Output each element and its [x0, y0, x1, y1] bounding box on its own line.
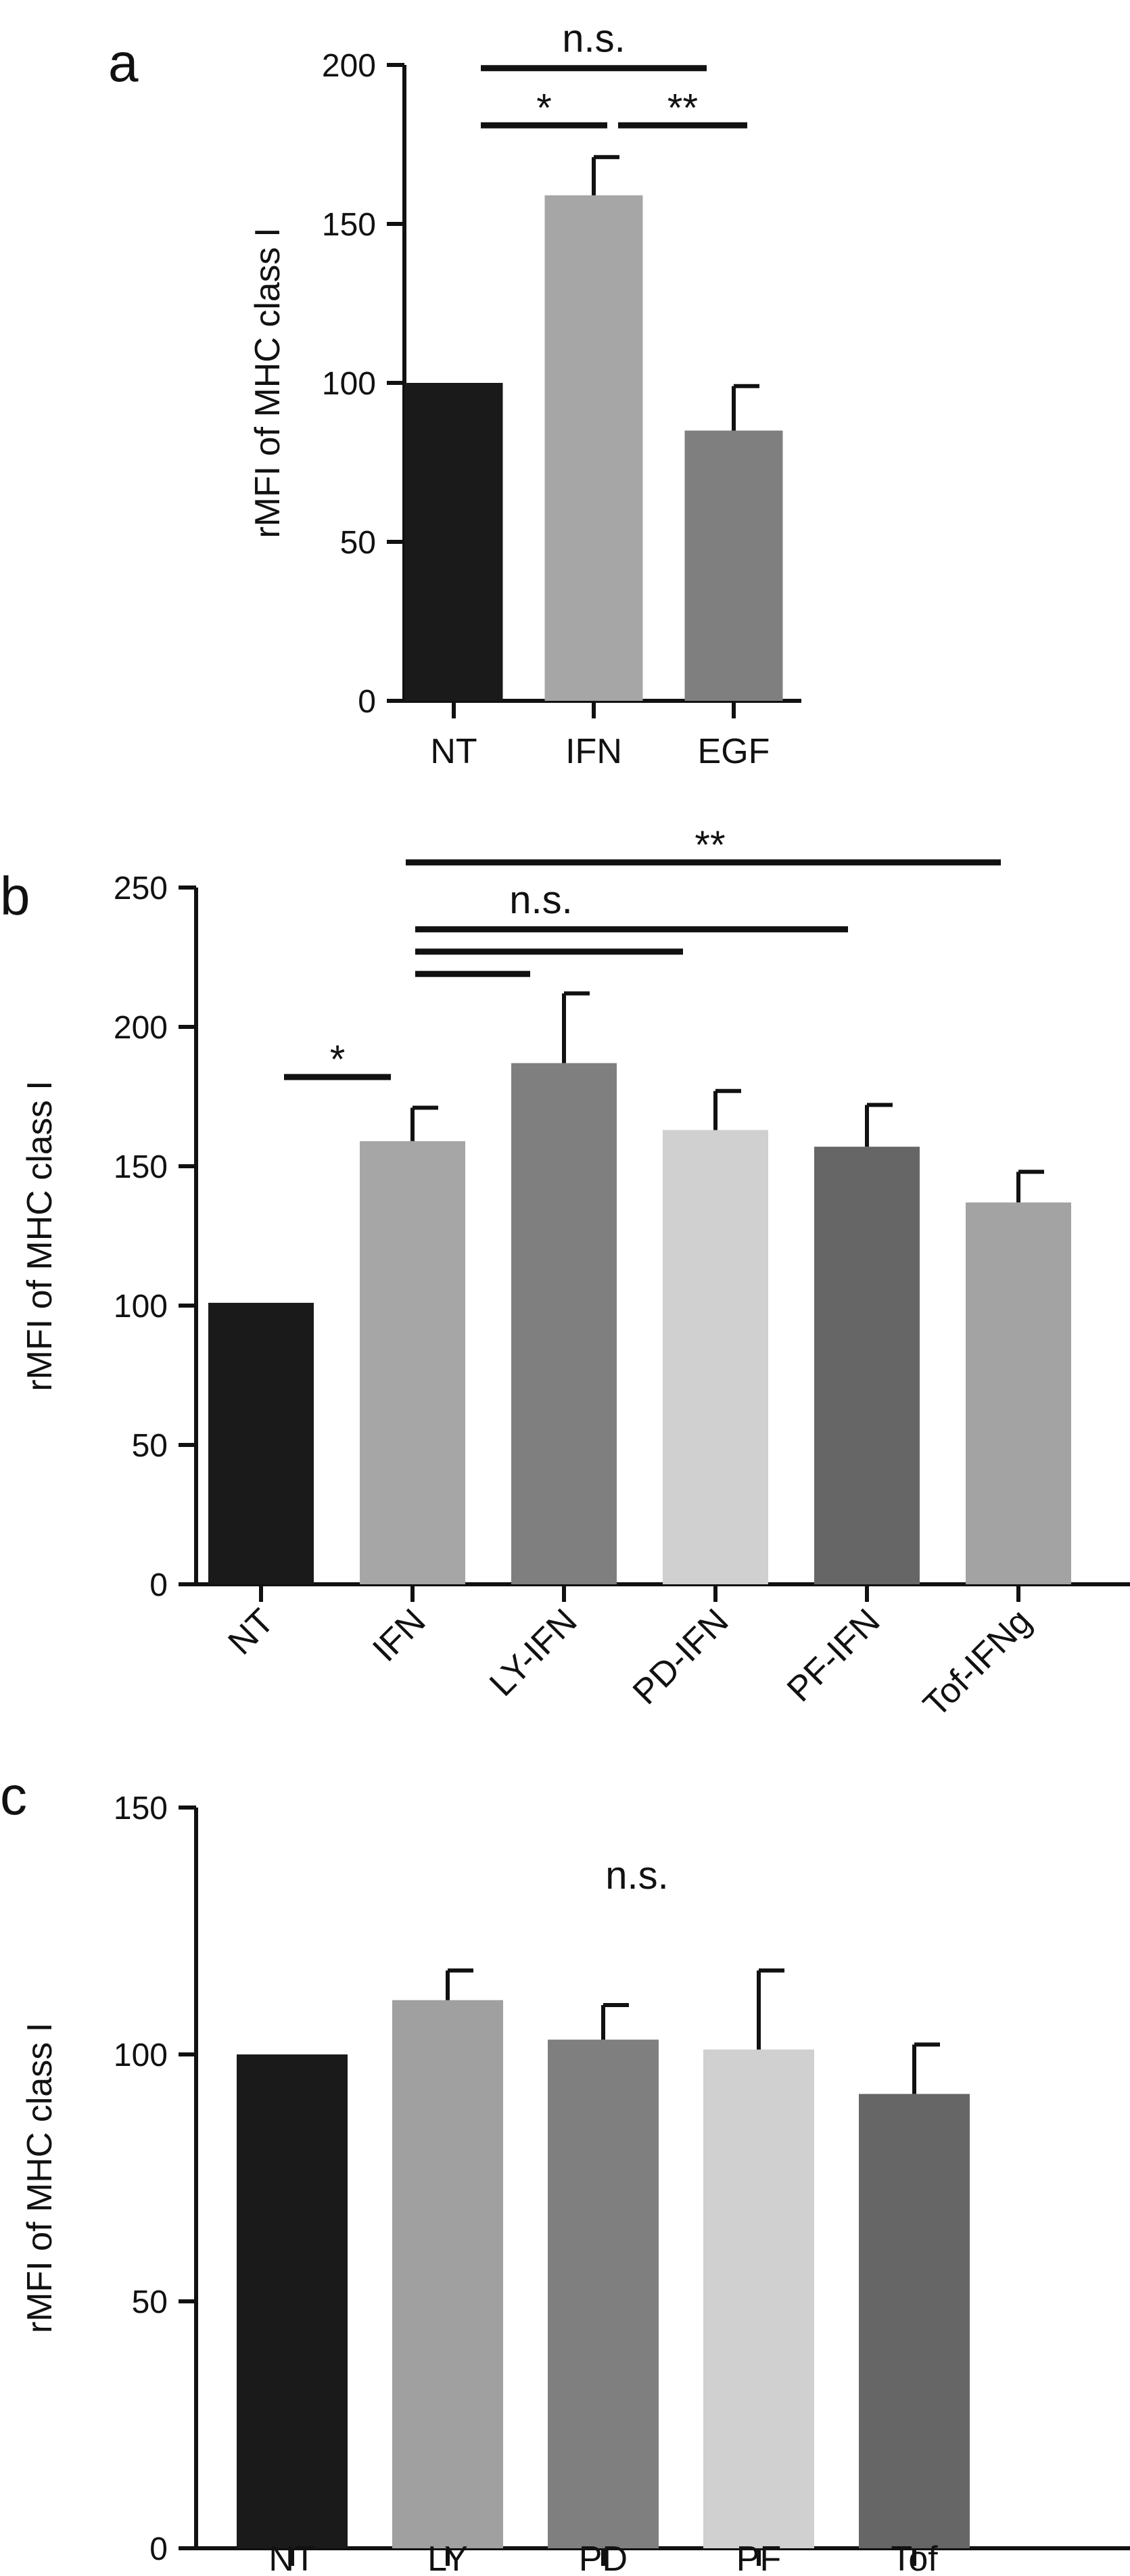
y-tick-label: 0 [149, 1567, 168, 1603]
y-tick-label: 50 [340, 525, 376, 561]
category-label: IFN [565, 732, 622, 771]
bar-pd-ifn [663, 1130, 768, 1584]
category-label: NT [430, 732, 477, 771]
bar-nt [208, 1302, 314, 1584]
category-label: IFN [365, 1601, 433, 1669]
chart-a: 0 50 100 150 200 rMFI of MHC class I NT IFN EGF *… [248, 17, 801, 771]
y-axis-title: rMFI of MHC class I [20, 2023, 60, 2333]
category-label: NT [220, 1601, 281, 1662]
category-label: PD [579, 2539, 628, 2576]
y-axis-title: rMFI of MHC class I [20, 1080, 60, 1391]
bar-ifn [360, 1141, 465, 1584]
bar-pf-ifn [814, 1147, 920, 1584]
significance-label: * [536, 86, 552, 130]
bar-ifn [544, 195, 643, 701]
chart-b: 0 50 100 150 200 250 rMFI of MHC class I NT IFN L… [20, 823, 1130, 1724]
y-tick-label: 50 [132, 2284, 168, 2320]
category-label: PD-IFN [626, 1601, 736, 1712]
y-tick-label: 250 [114, 871, 168, 906]
y-tick-label: 100 [114, 2038, 168, 2073]
category-label: PF [736, 2539, 781, 2576]
bar-nt [237, 2054, 348, 2548]
y-tick-label: 150 [114, 1791, 168, 1826]
significance-label: ** [667, 86, 698, 130]
bar-tof-ifng [966, 1202, 1071, 1584]
panel-letter-c: c [0, 1766, 27, 1826]
category-label: PF-IFN [780, 1601, 887, 1709]
chart-c: 0 50 100 150 rMFI of MHC class I NT LY PD PF Tof n… [20, 1791, 1130, 2576]
significance-label: ** [695, 823, 725, 867]
category-label: LY-IFN [482, 1601, 584, 1703]
y-tick-label: 50 [132, 1428, 168, 1464]
y-tick-label: 0 [358, 684, 376, 720]
category-label: EGF [698, 732, 770, 771]
bar-pd [548, 2040, 659, 2548]
y-tick-label: 200 [114, 1010, 168, 1046]
bar-ly-ifn [511, 1063, 617, 1584]
y-tick-label: 150 [322, 207, 376, 243]
panel-letter-b: b [0, 866, 30, 926]
bar-nt [404, 383, 503, 701]
y-tick-label: 100 [114, 1289, 168, 1325]
category-label: LY [427, 2539, 468, 2576]
bar-egf [684, 430, 783, 701]
panel-letter-a: a [108, 32, 139, 93]
y-tick-label: 150 [114, 1149, 168, 1185]
significance-label: * [330, 1038, 346, 1082]
y-axis-title: rMFI of MHC class I [248, 227, 287, 538]
category-label: Tof-IFNg [916, 1601, 1039, 1724]
y-tick-label: 200 [322, 48, 376, 84]
bar-ly [392, 2000, 503, 2548]
significance-label: n.s. [509, 878, 573, 922]
category-label: Tof [891, 2539, 938, 2576]
y-tick-label: 100 [322, 366, 376, 402]
bar-tof [859, 2094, 970, 2548]
significance-label: n.s. [562, 17, 626, 61]
bar-pf [703, 2049, 814, 2548]
y-tick-label: 0 [149, 2531, 168, 2567]
significance-label: n.s. [605, 1854, 669, 1898]
category-label: NT [268, 2539, 315, 2576]
